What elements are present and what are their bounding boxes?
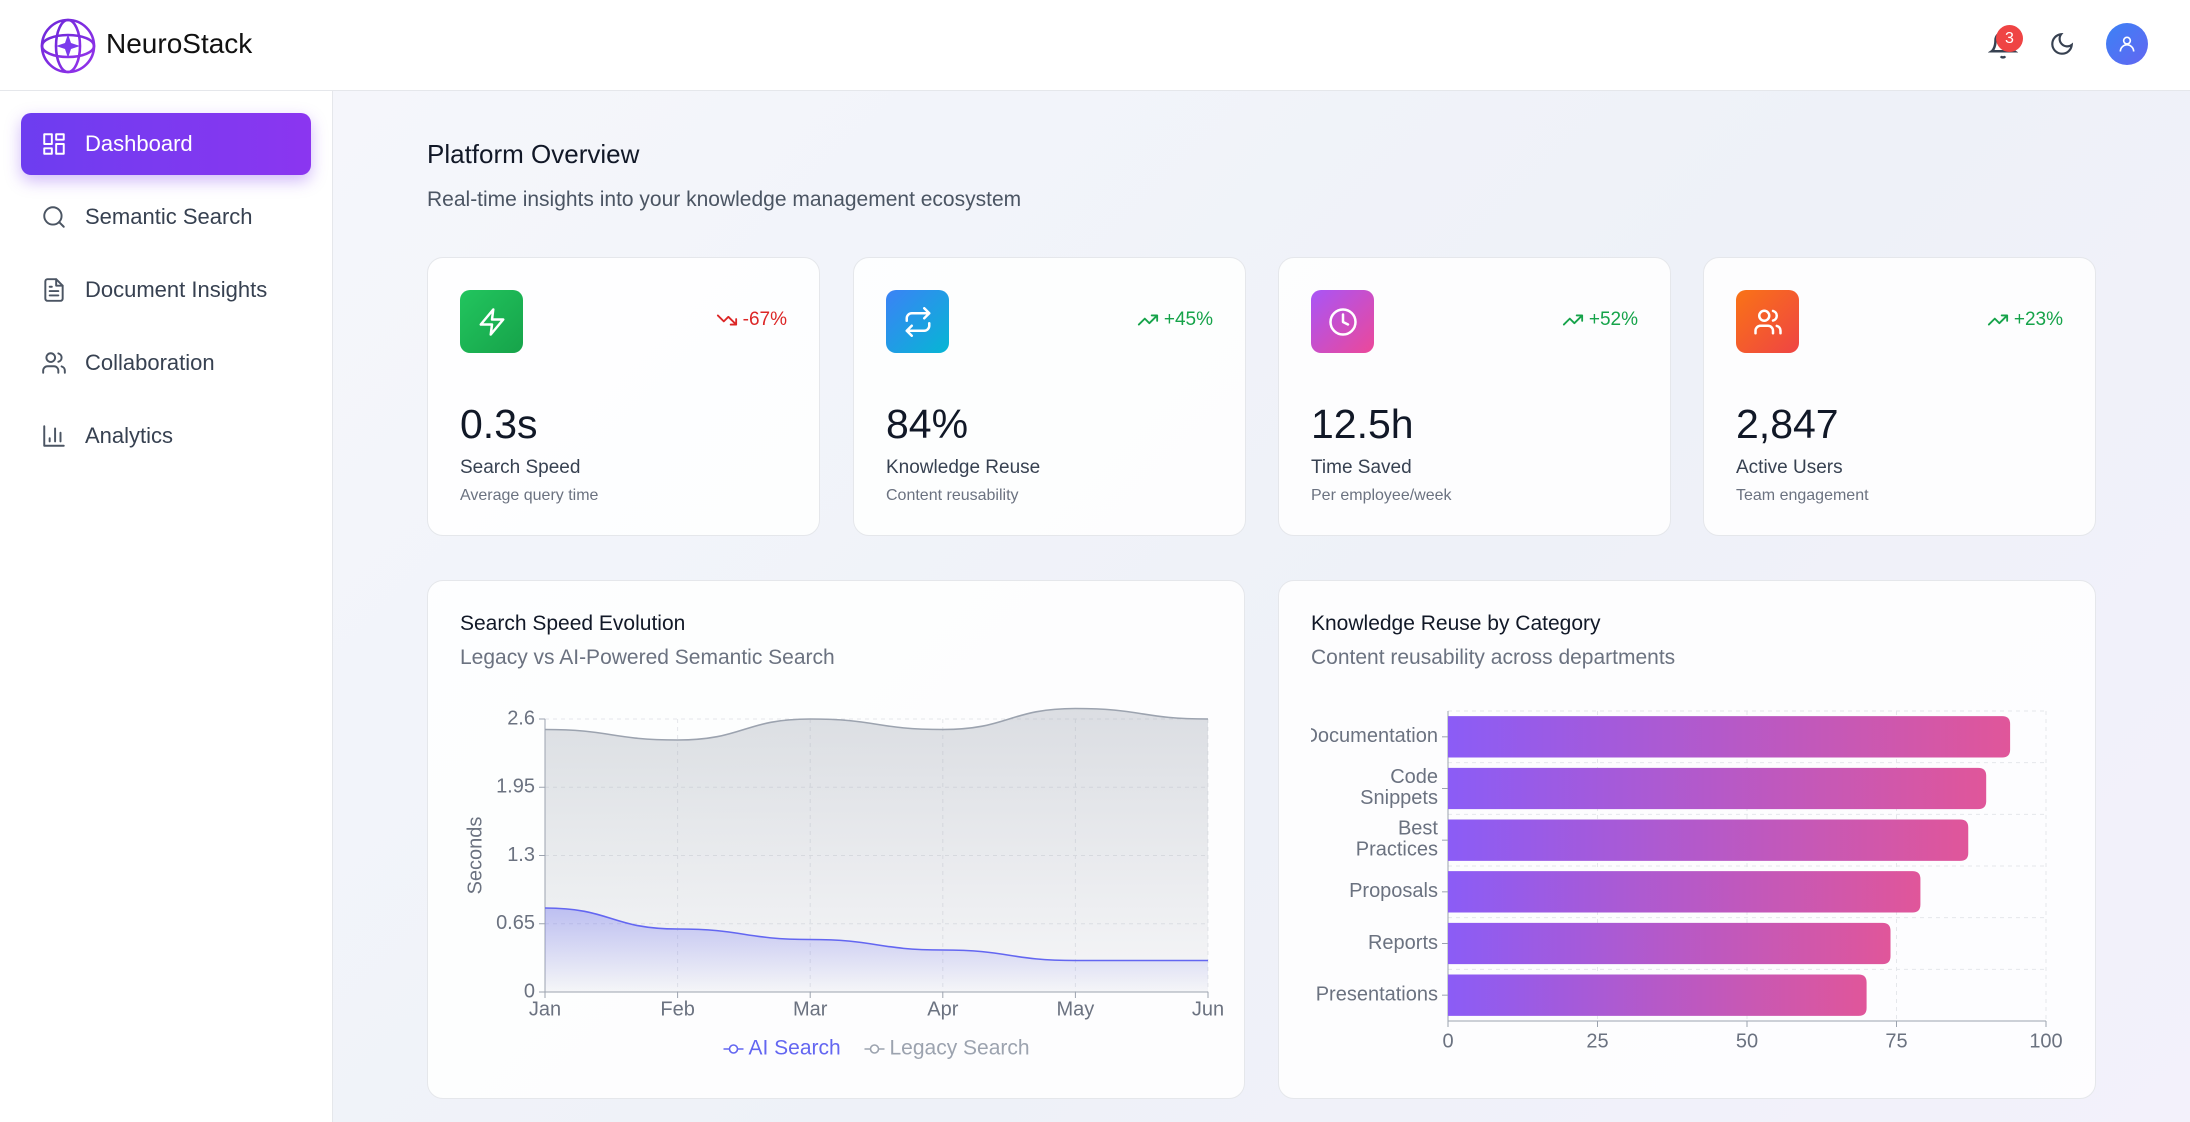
area-fill <box>545 908 1208 992</box>
x-tick-label: 0 <box>1442 1030 1453 1052</box>
stat-value: 0.3s <box>460 401 538 447</box>
y-tick-label: Presentations <box>1316 983 1438 1005</box>
chart-card: 0 25 50 75 100 Documentation Code Snippets Best P… <box>1278 580 2096 1099</box>
y-tick-label: Code Snippets <box>1360 766 1438 809</box>
theme-toggle[interactable] <box>2049 31 2075 57</box>
nav-item[interactable]: Document Insights <box>21 259 311 321</box>
brand: NeuroStack <box>106 28 253 59</box>
bar-chart: 0 25 50 75 100 Documentation Code Snippets Best P… <box>1303 710 2063 1052</box>
legend-item: AI Search <box>723 1037 841 1060</box>
x-tick-label: 100 <box>2029 1030 2062 1052</box>
nav-item[interactable]: Collaboration <box>21 332 311 394</box>
category-labels: Documentation Code Snippets Best Practices Pr… <box>1303 725 1439 1005</box>
stat-icon <box>886 290 949 353</box>
stat-icon <box>1311 290 1374 353</box>
logo <box>40 18 96 74</box>
stat-value: 84% <box>886 401 969 447</box>
x-tick-label: May <box>1057 998 1095 1020</box>
stat-change-text: +23% <box>2013 309 2063 330</box>
chart-title: Search Speed Evolution <box>460 612 686 635</box>
bar <box>1448 716 2011 758</box>
chart-subtitle: Legacy vs AI-Powered Semantic Search <box>460 646 835 669</box>
stat-label: Knowledge Reuse <box>886 457 1041 478</box>
chart-card: 0 0.65 1.3 1.95 2.6 Jan Feb Mar Apr May Jun Seconds… <box>427 580 1245 1099</box>
stat-change-text: +52% <box>1588 309 1638 330</box>
stat-label: Search Speed <box>460 457 581 478</box>
stat-icon <box>1736 290 1799 353</box>
bar <box>1448 871 1921 913</box>
nav-item[interactable]: Dashboard <box>21 113 311 175</box>
nav-item[interactable]: Semantic Search <box>21 186 311 248</box>
area-fill <box>545 708 1208 992</box>
stat-card: +45% 84% Knowledge Reuse Content reusabi… <box>853 257 1246 536</box>
top-bar: NeuroStack 3 <box>0 0 2190 91</box>
x-tick-label: Feb <box>660 998 694 1020</box>
y-tick-label: Best Practices <box>1356 818 1439 861</box>
stat-caption: Team engagement <box>1736 487 1869 504</box>
y-tick-label: Reports <box>1368 932 1438 954</box>
series-line <box>544 707 1209 741</box>
stat-label: Time Saved <box>1311 457 1412 478</box>
x-tick-label: Apr <box>927 998 958 1020</box>
stat-card: -67% 0.3s Search Speed Average query tim… <box>427 257 820 536</box>
legend-item: Legacy Search <box>864 1037 1030 1060</box>
bar <box>1448 819 1969 861</box>
stat-caption: Per employee/week <box>1311 487 1452 504</box>
nav-label: Semantic Search <box>85 204 253 229</box>
chart-subtitle: Content reusability across departments <box>1311 646 1676 669</box>
y-tick-label: Documentation <box>1303 725 1438 747</box>
nav-label: Document Insights <box>85 277 268 302</box>
legend-label: Legacy Search <box>890 1037 1030 1060</box>
stat-caption: Content reusability <box>886 487 1019 504</box>
stat-value: 2,847 <box>1736 401 1839 447</box>
nav-label: Analytics <box>85 423 174 448</box>
bar <box>1448 922 1891 965</box>
stat-change: +45% <box>1137 309 1213 331</box>
legend-icon-dot <box>869 1044 880 1054</box>
nav-item[interactable]: Analytics <box>21 405 311 467</box>
x-tick-label: 50 <box>1736 1030 1758 1052</box>
stat-change: -67% <box>716 309 787 331</box>
legend-icon-dot <box>728 1044 739 1054</box>
bar <box>1448 767 1987 810</box>
x-tick-label: Mar <box>793 998 828 1020</box>
stat-change-text: -67% <box>742 309 787 330</box>
stat-icon <box>460 290 523 353</box>
series-line <box>544 907 1208 962</box>
y-tick-label: Proposals <box>1349 880 1438 902</box>
x-tick-label: Jun <box>1192 998 1224 1020</box>
y-axis-label: Seconds <box>464 817 486 895</box>
notification-badge: 3 <box>1996 25 2023 52</box>
stat-value: 12.5h <box>1311 401 1414 447</box>
stat-change: +52% <box>1562 309 1638 331</box>
bar <box>1448 974 1867 1016</box>
chart-title: Knowledge Reuse by Category <box>1311 612 1601 635</box>
page-title: Platform Overview <box>427 139 640 169</box>
y-tick-label: 2.6 <box>507 707 535 729</box>
nav-label: Collaboration <box>85 350 215 375</box>
nav-label: Dashboard <box>85 131 193 156</box>
stat-change: +23% <box>1987 309 2063 331</box>
area-chart: 0 0.65 1.3 1.95 2.6 Jan Feb Mar Apr May Jun Seconds… <box>464 707 1224 1060</box>
y-tick-label: 1.95 <box>496 776 535 798</box>
y-tick-label: 0 <box>524 980 535 1002</box>
x-tick-label: 25 <box>1586 1030 1608 1052</box>
y-tick-label: 1.3 <box>507 844 535 866</box>
stat-card: +23% 2,847 Active Users Team engagement <box>1703 257 2096 536</box>
x-tick-label: Jan <box>529 998 561 1020</box>
y-tick-label: 0.65 <box>496 912 535 934</box>
legend-label: AI Search <box>749 1037 841 1060</box>
stat-card: +52% 12.5h Time Saved Per employee/week <box>1278 257 1671 536</box>
stat-label: Active Users <box>1736 457 1843 478</box>
x-tick-label: 75 <box>1885 1030 1907 1052</box>
page-subtitle: Real-time insights into your knowledge m… <box>427 188 1022 211</box>
user-avatar[interactable] <box>2106 23 2148 65</box>
sidebar: Dashboard Semantic Search Document Insig… <box>0 91 333 1122</box>
stat-caption: Average query time <box>460 487 599 504</box>
stat-change-text: +45% <box>1163 309 1213 330</box>
